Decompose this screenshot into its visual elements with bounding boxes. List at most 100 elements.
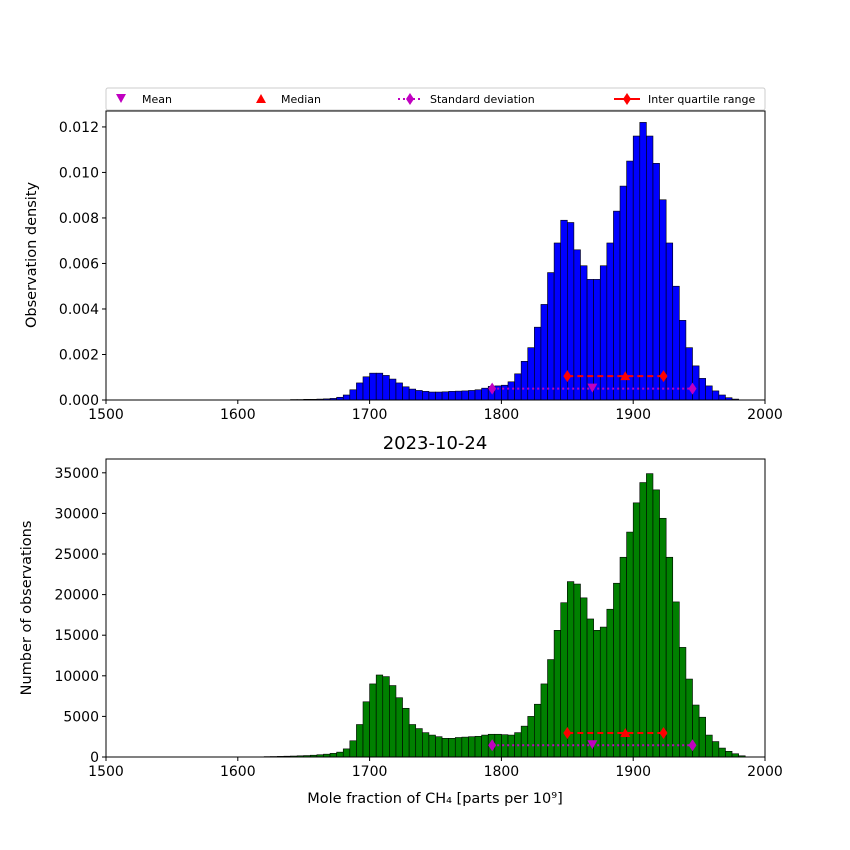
count-y-tick-label: 20000 [54,588,99,604]
count-std-high-marker [688,739,697,752]
count-x-tick-label: 1600 [220,764,256,780]
count-bar [599,626,608,758]
count-bar [547,659,555,758]
density-bar [342,394,351,401]
count-bar [422,732,430,758]
density-bar [698,378,706,401]
density-bar [639,122,647,401]
density-bar [507,381,515,401]
legend-mean-marker [116,94,126,103]
density-bar [599,265,608,401]
density-bar [652,163,660,401]
count-bar [665,556,674,758]
density-y-ticks: 0.000 0.002 0.004 0.006 0.008 0.010 0.012 [59,120,106,409]
density-bar [435,391,443,401]
density-histogram: 1500 1600 1700 1800 1900 2000 0.000 0.002 0.004… [24,110,783,423]
density-bar [705,385,713,401]
count-bar [573,583,581,758]
density-bar [553,242,562,401]
count-x-axis-label: Mole fraction of CH₄ [parts per 10⁹] [307,791,562,807]
density-x-tick-label: 1800 [484,407,520,423]
count-y-tick-label: 15000 [54,628,99,644]
density-bars [290,122,739,401]
count-std-low-marker [488,739,497,752]
count-bar [329,753,337,758]
density-std-high-marker [688,382,697,395]
density-y-tick-label: 0.010 [59,165,99,181]
count-x-tick-label: 1500 [88,764,124,780]
count-bar [613,582,621,758]
legend-std-marker [398,93,422,105]
density-bar [593,279,601,401]
count-bar [362,701,370,758]
density-y-tick-label: 0.008 [59,211,99,227]
density-bar [428,391,436,401]
count-histogram: 2023-10-24 1500 1600 1700 1800 1900 2000 0 500… [19,433,783,807]
count-bar [679,647,687,758]
density-bar [692,365,700,401]
density-x-tick-label: 1600 [220,407,256,423]
density-bar [632,135,641,401]
count-chart-title: 2023-10-24 [383,433,488,454]
count-bar [435,736,443,758]
density-bar [454,390,463,401]
count-y-tick-label: 35000 [54,466,99,482]
count-y-tick-label: 5000 [63,709,99,725]
density-median-marker [620,371,631,381]
count-bar [441,738,449,758]
count-bars [263,473,746,758]
density-y-tick-label: 0.006 [59,256,99,272]
density-bar [448,391,456,401]
count-bar [632,502,641,758]
count-bar [705,734,713,758]
density-bar [375,372,384,401]
count-bar [375,674,384,758]
density-bar [527,347,535,401]
density-bar [718,394,726,401]
density-std-low-marker [488,382,497,395]
density-x-tick-label: 1700 [352,407,388,423]
count-bar [672,601,680,758]
count-bar [474,735,482,758]
density-bar [646,135,654,401]
count-bar [659,517,667,758]
density-bar [382,375,390,401]
count-bar [382,676,390,758]
count-bar [408,724,417,758]
density-bar [408,388,417,401]
count-bar [356,724,364,758]
density-bar [389,378,397,401]
count-y-tick-label: 10000 [54,669,99,685]
count-bar [626,531,634,758]
count-bar [639,482,647,758]
count-bar [369,683,377,758]
density-bar [626,160,634,401]
count-bar [402,707,410,758]
count-x-tick-label: 2000 [747,764,783,780]
count-bar [711,741,720,758]
density-bar [349,389,357,401]
density-bar [395,382,403,401]
density-bar [356,382,364,401]
density-bar [711,390,720,401]
count-y-tick-label: 30000 [54,506,99,522]
count-bar [481,734,489,758]
count-bar [652,489,660,758]
count-bar [725,751,733,758]
density-bar [659,199,667,401]
count-bar [619,556,627,758]
count-q3-marker [659,727,668,740]
density-bar [580,265,588,401]
count-bar [698,716,706,758]
legend-median-marker [256,94,266,103]
density-y-tick-label: 0.004 [59,302,99,318]
count-bar [586,618,594,758]
density-x-tick-label: 1900 [615,407,651,423]
count-bar [415,728,423,758]
count-bar [606,608,614,758]
density-bar [540,304,548,401]
count-x-ticks: 1500 1600 1700 1800 1900 2000 [88,757,783,780]
density-x-tick-label: 2000 [747,407,783,423]
count-bar [534,703,542,758]
count-x-tick-label: 1900 [615,764,651,780]
